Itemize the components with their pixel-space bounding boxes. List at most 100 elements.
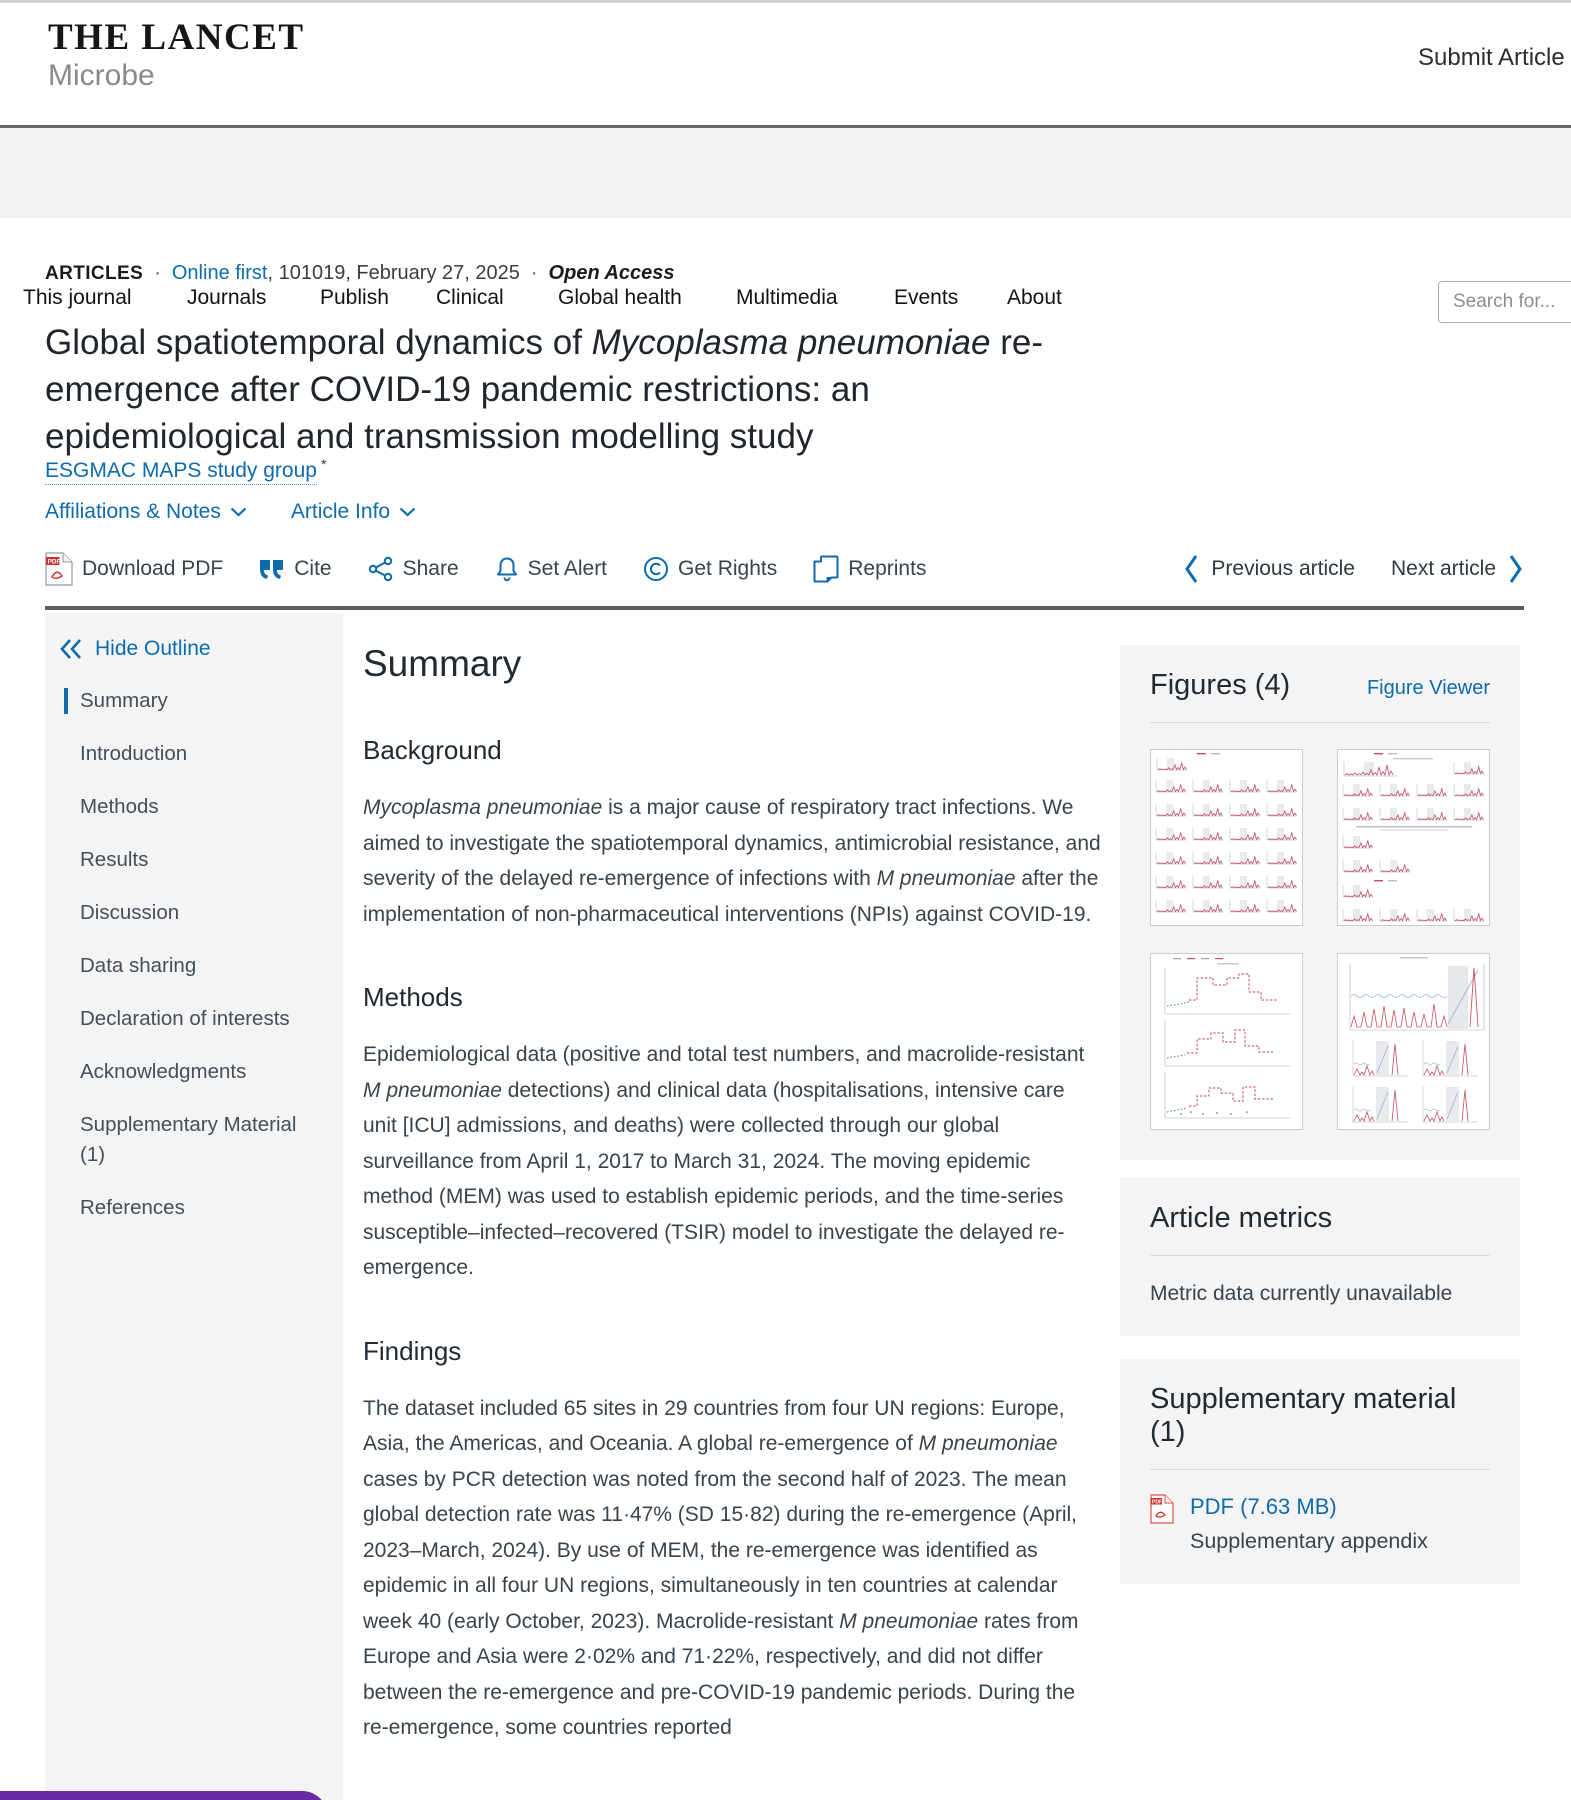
figure3-preview-chart bbox=[1164, 958, 1291, 1119]
article-metrics-panel: Article metrics Metric data currently un… bbox=[1120, 1178, 1520, 1336]
download-pdf-button[interactable]: PDF Download PDF bbox=[45, 552, 223, 586]
outline-item-results[interactable]: Results bbox=[80, 848, 149, 871]
online-first-link[interactable]: Online first bbox=[171, 262, 268, 284]
supplementary-heading: Supplementary material (1) bbox=[1150, 1383, 1457, 1448]
svg-text:PDF: PDF bbox=[48, 558, 61, 565]
logo-microbe: Microbe bbox=[48, 59, 155, 92]
nav-clinical[interactable]: Clinical bbox=[436, 286, 504, 309]
supplementary-pdf-link[interactable]: PDF (7.63 MB) bbox=[1190, 1494, 1337, 1519]
previous-article-link[interactable]: Previous article bbox=[1183, 553, 1355, 585]
content-divider bbox=[45, 606, 1524, 610]
documents-icon bbox=[813, 555, 839, 583]
pdf-file-icon: PDF bbox=[1150, 1494, 1174, 1524]
methods-heading: Methods bbox=[363, 982, 463, 1012]
primary-nav: This journal Journals Publish Clinical G… bbox=[0, 128, 1571, 323]
outline-item-supplementary[interactable]: Supplementary Material (1) bbox=[80, 1113, 297, 1166]
header-divider bbox=[0, 125, 1571, 128]
panel-divider bbox=[1150, 722, 1490, 723]
author-group-link[interactable]: ESGMAC MAPS study group bbox=[45, 459, 317, 485]
dot-separator: · bbox=[530, 262, 538, 284]
submit-article-link[interactable]: Submit Article bbox=[1418, 44, 1565, 71]
search-input[interactable] bbox=[1438, 281, 1571, 323]
get-rights-button[interactable]: Get Rights bbox=[643, 556, 777, 582]
author-footnote-mark: * bbox=[320, 456, 327, 472]
article-toolbar: PDF Download PDF Cite Share bbox=[45, 552, 1524, 586]
figure-thumbnail-2[interactable] bbox=[1337, 749, 1490, 926]
figure-thumbnails bbox=[1150, 749, 1490, 1130]
panel-divider bbox=[1150, 1469, 1490, 1470]
affiliation-links: Affiliations & Notes Article Info bbox=[45, 500, 416, 524]
outline-item-summary[interactable]: Summary bbox=[45, 686, 325, 716]
summary-heading: Summary bbox=[363, 643, 522, 684]
quote-icon bbox=[260, 560, 284, 579]
figure-thumbnail-4[interactable] bbox=[1337, 953, 1490, 1130]
title-species-italic: Mycoplasma pneumoniae bbox=[591, 323, 991, 363]
bell-icon bbox=[496, 557, 517, 581]
findings-heading: Findings bbox=[363, 1335, 462, 1366]
affiliations-notes-toggle[interactable]: Affiliations & Notes bbox=[45, 500, 247, 524]
cookie-banner[interactable] bbox=[0, 1791, 328, 1800]
figure-thumbnail-1[interactable] bbox=[1150, 749, 1303, 926]
outline-item-acknowledgments[interactable]: Acknowledgments bbox=[80, 1060, 247, 1083]
article-info-toggle[interactable]: Article Info bbox=[291, 500, 416, 524]
figure-viewer-link[interactable]: Figure Viewer bbox=[1366, 677, 1490, 699]
journal-logo[interactable]: THE LANCET Microbe bbox=[48, 18, 305, 93]
chevron-down-icon bbox=[230, 507, 247, 517]
chevron-right-icon bbox=[1509, 555, 1522, 583]
cite-button[interactable]: Cite bbox=[259, 557, 332, 581]
window-top-border bbox=[0, 0, 1571, 3]
background-paragraph: Mycoplasma pneumoniae is a major cause o… bbox=[363, 796, 1101, 926]
outline-item-declaration[interactable]: Declaration of interests bbox=[80, 1007, 290, 1030]
nav-this-journal[interactable]: This journal bbox=[23, 286, 132, 309]
findings-paragraph: The dataset included 65 sites in 29 coun… bbox=[363, 1396, 1079, 1740]
outline-list: Summary Introduction Methods Results Dis… bbox=[45, 686, 343, 1223]
nav-multimedia[interactable]: Multimedia bbox=[736, 286, 838, 309]
figures-panel: Figures (4) Figure Viewer bbox=[1120, 645, 1520, 1160]
background-heading: Background bbox=[363, 735, 502, 765]
dot-separator: · bbox=[154, 262, 161, 284]
article-eyebrow: ARTICLES · Online first , 101019, Februa… bbox=[45, 262, 675, 285]
logo-the-lancet: THE LANCET bbox=[48, 17, 305, 58]
outline-item-data-sharing[interactable]: Data sharing bbox=[80, 954, 197, 977]
outline-item-references[interactable]: References bbox=[80, 1196, 185, 1219]
metrics-empty-message: Metric data currently unavailable bbox=[1150, 1282, 1453, 1305]
methods-paragraph: Epidemiological data (positive and total… bbox=[363, 1043, 1085, 1279]
double-chevron-left-icon bbox=[60, 639, 81, 659]
outline-sidebar: Hide Outline Summary Introduction Method… bbox=[45, 613, 343, 1800]
section-label: ARTICLES bbox=[45, 263, 144, 284]
share-nodes-icon bbox=[368, 556, 392, 582]
pdf-file-icon: PDF bbox=[45, 552, 73, 586]
right-rail: Figures (4) Figure Viewer bbox=[1120, 645, 1520, 1584]
hide-outline-button[interactable]: Hide Outline bbox=[59, 637, 343, 661]
panel-divider bbox=[1150, 1255, 1490, 1256]
nav-global-health[interactable]: Global health bbox=[558, 286, 682, 309]
next-article-link[interactable]: Next article bbox=[1391, 553, 1524, 585]
figure2-preview-chart bbox=[1342, 753, 1485, 922]
open-access-badge: Open Access bbox=[548, 262, 675, 284]
reprints-button[interactable]: Reprints bbox=[813, 555, 926, 583]
metrics-heading: Article metrics bbox=[1150, 1202, 1333, 1234]
chevron-left-icon bbox=[1185, 555, 1198, 583]
outline-item-introduction[interactable]: Introduction bbox=[80, 742, 188, 765]
nav-journals[interactable]: Journals bbox=[187, 286, 267, 309]
title-text: re-emergence after COVID-19 pandemic res… bbox=[45, 323, 1043, 457]
figure1-preview-chart bbox=[1155, 753, 1298, 913]
supplementary-panel: Supplementary material (1) PDF PDF (7.63… bbox=[1120, 1359, 1520, 1584]
nav-about[interactable]: About bbox=[1007, 286, 1062, 309]
figure-thumbnail-3[interactable] bbox=[1150, 953, 1303, 1130]
nav-events[interactable]: Events bbox=[894, 286, 959, 309]
outline-item-methods[interactable]: Methods bbox=[80, 795, 159, 818]
chevron-down-icon bbox=[399, 507, 416, 517]
svg-text:PDF: PDF bbox=[1152, 1499, 1162, 1505]
nav-publish[interactable]: Publish bbox=[320, 286, 389, 309]
title-text: Global spatiotemporal dynamics of bbox=[45, 323, 592, 363]
outline-item-discussion[interactable]: Discussion bbox=[80, 901, 180, 924]
share-button[interactable]: Share bbox=[368, 556, 459, 582]
summary-section: Summary Background Mycoplasma pneumoniae… bbox=[363, 613, 1103, 1746]
supplementary-file-name: Supplementary appendix bbox=[1190, 1529, 1428, 1553]
article-meta: , 101019, February 27, 2025 bbox=[267, 262, 520, 284]
set-alert-button[interactable]: Set Alert bbox=[495, 556, 607, 583]
copyright-icon bbox=[644, 557, 669, 581]
figure4-preview-chart bbox=[1349, 957, 1485, 1123]
